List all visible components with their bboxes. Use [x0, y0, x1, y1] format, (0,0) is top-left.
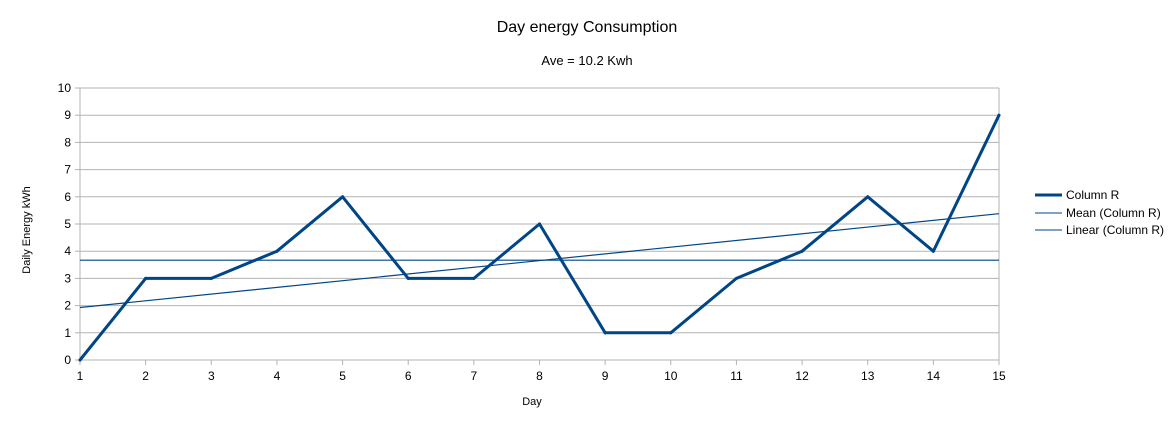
legend-label-mean: Mean (Column R) — [1066, 206, 1161, 220]
legend-label-linear: Linear (Column R) — [1066, 223, 1164, 237]
series-segment — [78, 276, 148, 362]
x-tick-label: 5 — [339, 369, 346, 383]
data-point — [734, 276, 738, 280]
y-tick-label: 10 — [58, 81, 72, 95]
data-point — [275, 249, 279, 253]
series-segment — [275, 195, 345, 253]
data-point — [78, 358, 82, 362]
x-tick-label: 10 — [664, 369, 678, 383]
y-tick-label: 8 — [64, 135, 71, 149]
legend-label-column-r: Column R — [1066, 188, 1120, 202]
axes — [75, 87, 1000, 365]
data-point — [931, 249, 935, 253]
series-segment — [538, 222, 607, 335]
data-point — [800, 249, 804, 253]
y-tick-label: 9 — [64, 108, 71, 122]
x-tick-label: 4 — [274, 369, 281, 383]
y-axis-title: Daily Energy kWh — [21, 186, 33, 273]
x-tick-label: 15 — [992, 369, 1006, 383]
y-tick-label: 5 — [64, 217, 71, 231]
x-tick-label: 13 — [861, 369, 875, 383]
data-point — [866, 195, 870, 199]
series-segment — [209, 249, 279, 280]
x-tick-label: 11 — [730, 369, 743, 383]
y-tick-label: 6 — [64, 190, 71, 204]
chart-subtitle: Ave = 10.2 Kwh — [541, 53, 632, 68]
data-point — [997, 113, 1001, 117]
series-segment — [472, 222, 541, 280]
series-segment — [866, 195, 935, 253]
x-tick-label: 2 — [142, 369, 149, 383]
data-point — [144, 276, 148, 280]
x-tick-label: 3 — [208, 369, 215, 383]
x-tick-label: 14 — [927, 369, 941, 383]
y-tick-label: 7 — [64, 163, 71, 177]
x-tick-label: 8 — [536, 369, 543, 383]
x-tick-label: 1 — [77, 369, 84, 383]
data-point — [538, 222, 541, 226]
y-tick-label: 1 — [64, 326, 71, 340]
y-tick-label: 3 — [64, 271, 71, 285]
data-point — [209, 276, 213, 280]
y-tick-label: 0 — [64, 353, 71, 367]
data-point — [669, 331, 673, 335]
trend-line — [79, 213, 1000, 309]
series-area — [78, 113, 1001, 362]
x-axis-title: Day — [522, 396, 542, 408]
series-segment — [341, 195, 410, 280]
data-point — [603, 331, 607, 335]
legend: Column R Mean (Column R) Linear (Column … — [1035, 188, 1164, 237]
x-tick-label: 7 — [471, 369, 478, 383]
series-segment — [800, 195, 870, 253]
series-segment — [931, 113, 1001, 253]
y-tick-label: 2 — [64, 299, 71, 313]
data-point — [406, 276, 410, 280]
series-segment — [734, 249, 804, 280]
x-tick-label: 6 — [405, 369, 412, 383]
x-tick-label: 12 — [795, 369, 809, 383]
y-tick-label: 4 — [64, 244, 71, 258]
series-segment — [669, 276, 738, 335]
x-tick-label: 9 — [602, 369, 609, 383]
data-point — [472, 276, 476, 280]
data-point — [341, 195, 345, 199]
chart-title: Day energy Consumption — [497, 19, 678, 36]
